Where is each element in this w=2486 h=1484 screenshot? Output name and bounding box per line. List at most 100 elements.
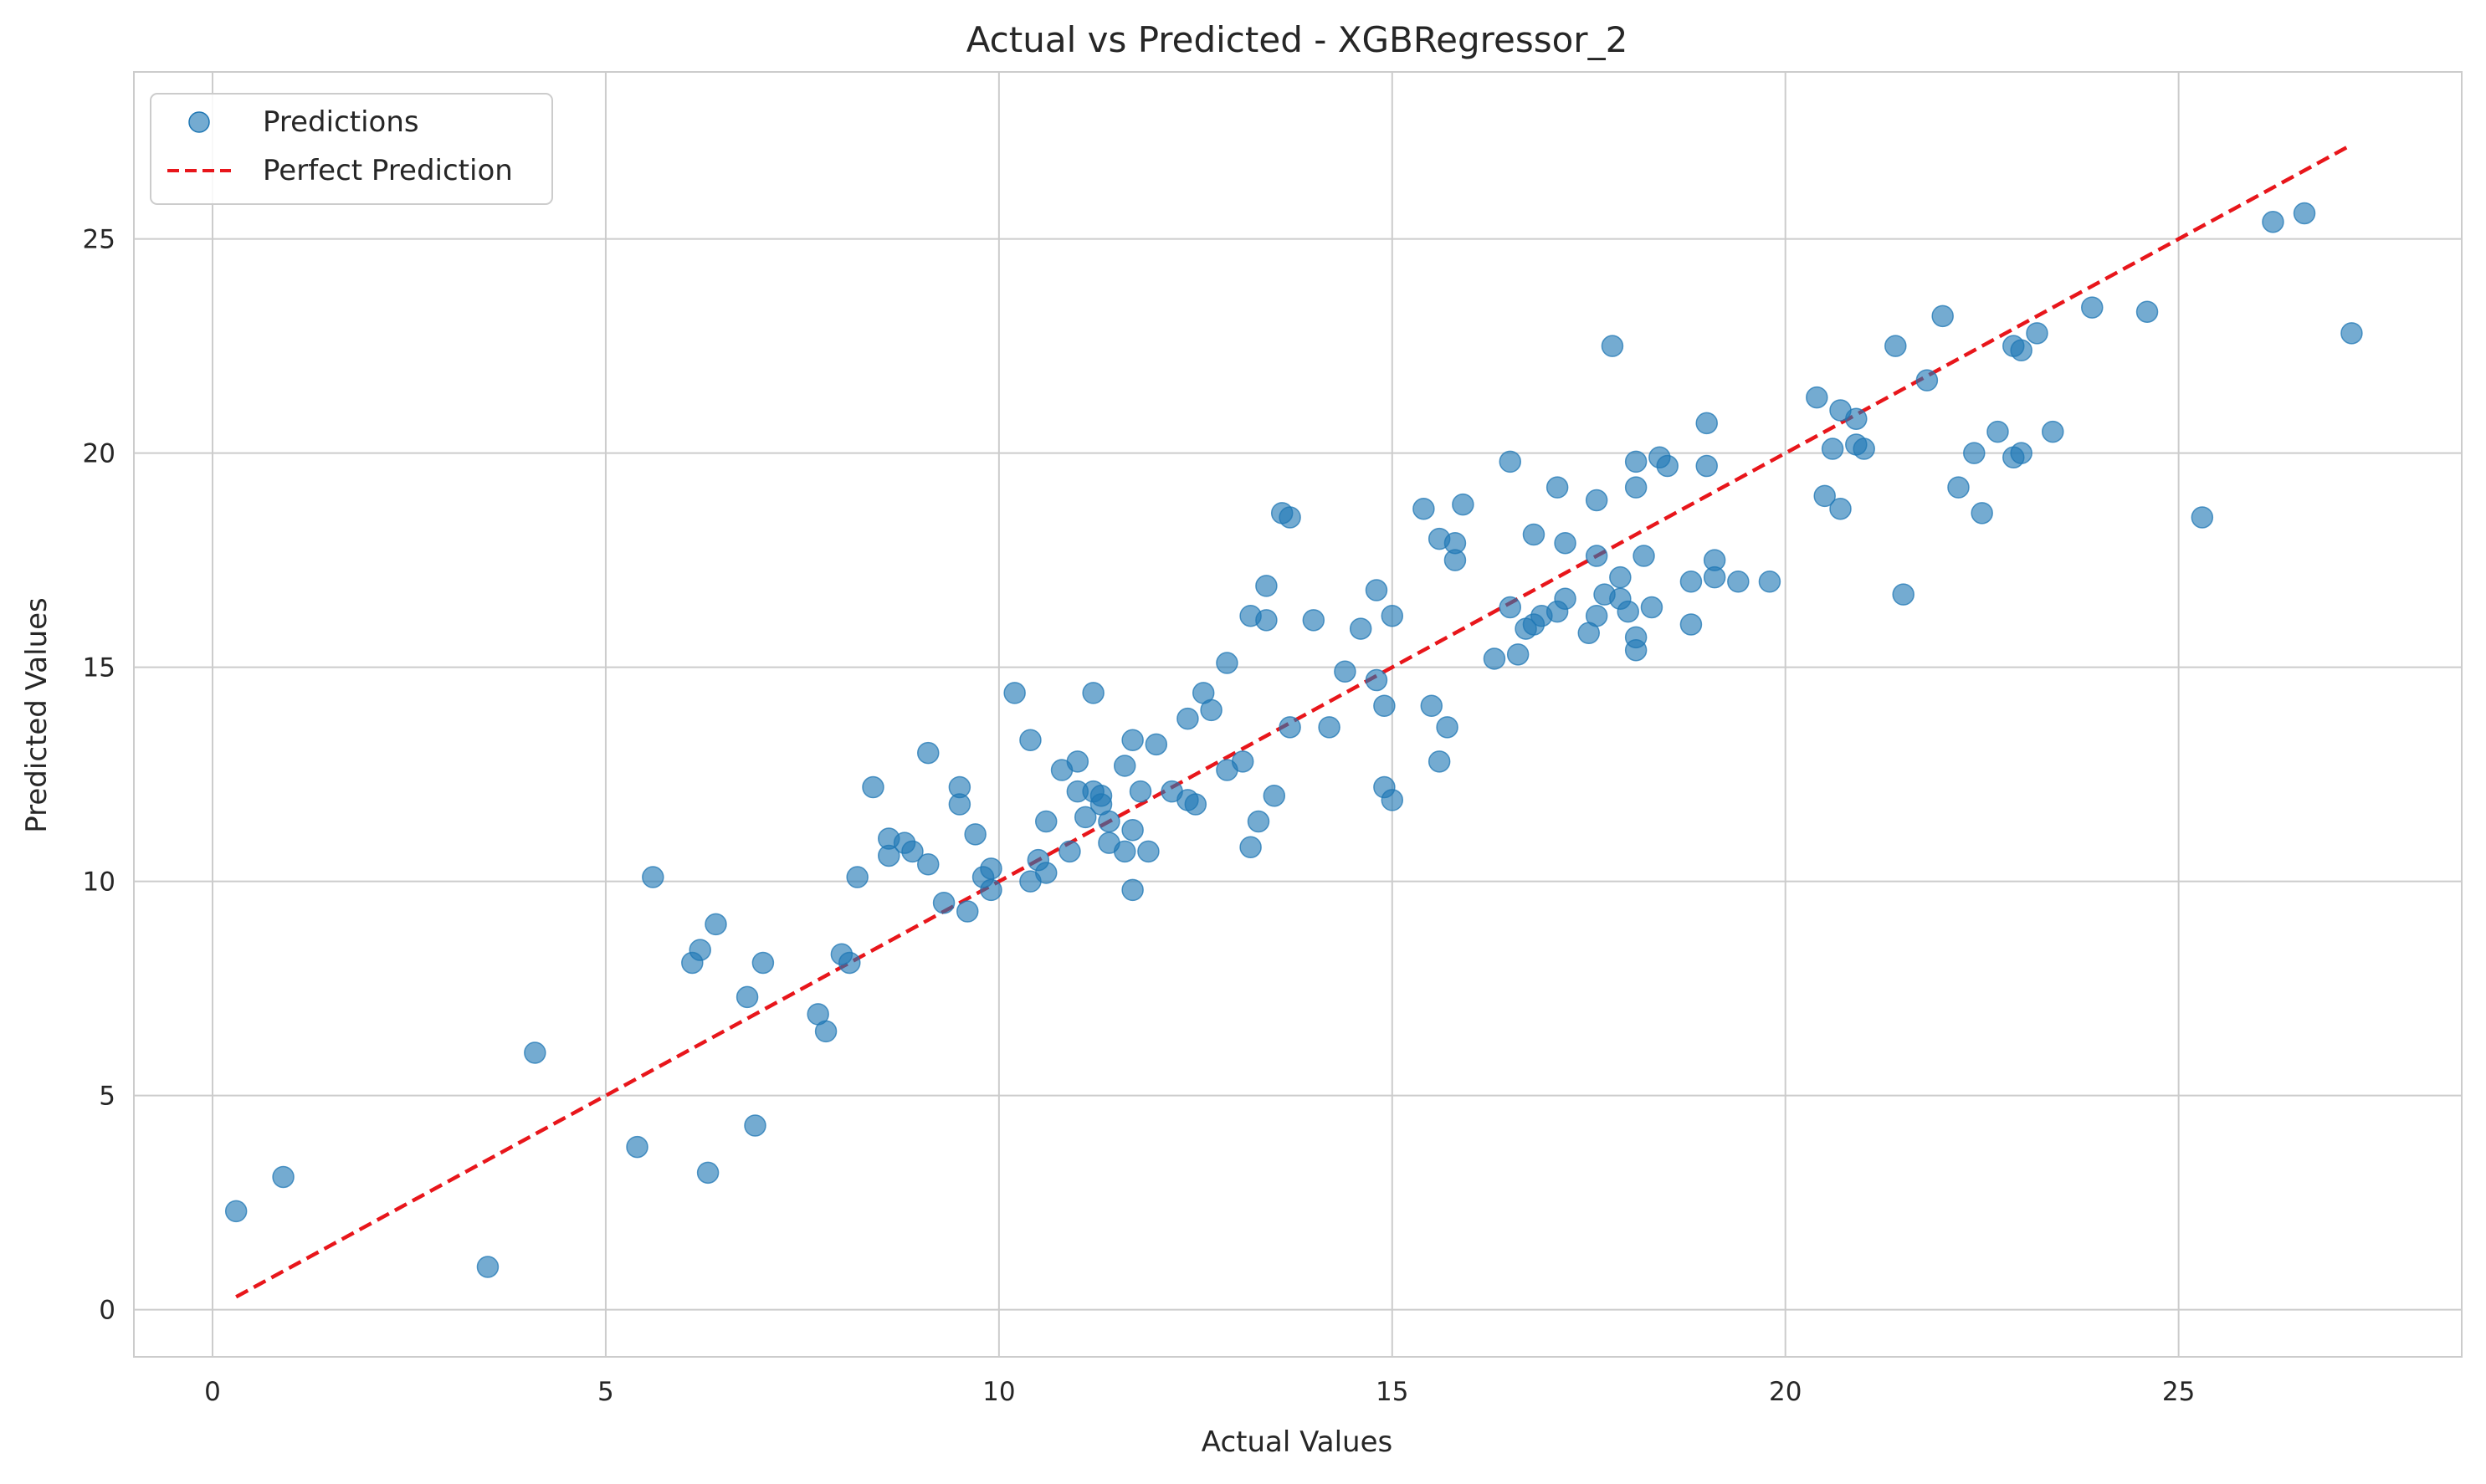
prediction-point <box>1113 840 1136 863</box>
prediction-point <box>838 951 861 975</box>
prediction-point <box>1279 716 1301 739</box>
legend-box <box>150 93 553 205</box>
prediction-point <box>1554 587 1576 611</box>
legend-label-predictions: Predictions <box>263 105 419 139</box>
prediction-point <box>1931 304 1954 328</box>
prediction-point <box>1216 652 1238 674</box>
prediction-point <box>1624 450 1648 473</box>
prediction-point <box>1113 755 1136 777</box>
prediction-point <box>1892 583 1914 606</box>
prediction-point <box>1420 694 1443 718</box>
prediction-point <box>1121 818 1144 842</box>
prediction-points <box>224 202 2363 1278</box>
y-tick-label: 25 <box>83 225 115 255</box>
prediction-point <box>917 741 940 765</box>
y-tick-label: 10 <box>83 867 115 898</box>
grid <box>134 72 2462 1357</box>
prediction-point <box>932 892 956 914</box>
prediction-point <box>1506 643 1530 666</box>
prediction-point <box>224 1200 248 1223</box>
prediction-point <box>1381 789 1404 811</box>
prediction-point <box>1695 454 1718 478</box>
prediction-point <box>1499 596 1522 619</box>
prediction-point <box>814 1020 838 1043</box>
prediction-point <box>1255 609 1278 632</box>
x-tick-label: 5 <box>597 1377 614 1407</box>
prediction-point <box>1089 785 1113 807</box>
prediction-point <box>917 852 940 876</box>
prediction-point <box>1436 716 1458 739</box>
prediction-point <box>1545 476 1569 499</box>
prediction-point <box>1019 729 1042 751</box>
prediction-point <box>696 1161 720 1185</box>
prediction-point <box>956 900 979 923</box>
prediction-point <box>1279 506 1301 529</box>
prediction-point <box>2293 202 2316 225</box>
prediction-point <box>1318 716 1340 739</box>
prediction-point <box>689 939 711 961</box>
prediction-point <box>1640 596 1663 619</box>
prediction-point <box>1829 497 1852 520</box>
prediction-point <box>1302 609 1325 632</box>
prediction-point <box>1679 571 1703 593</box>
prediction-point <box>1034 810 1058 833</box>
prediction-point <box>1074 806 1097 829</box>
y-tick-label: 20 <box>83 439 115 469</box>
prediction-point <box>1247 810 1270 833</box>
prediction-point <box>1971 502 1993 525</box>
prediction-point <box>1806 386 1828 409</box>
prediction-point <box>1853 438 1875 460</box>
prediction-point <box>1758 571 1781 593</box>
x-tick-label: 25 <box>2162 1377 2195 1407</box>
x-tick-label: 0 <box>204 1377 221 1407</box>
prediction-point <box>1947 476 1970 499</box>
x-tick-label: 15 <box>1376 1377 1408 1407</box>
prediction-point <box>2191 506 2214 529</box>
prediction-point <box>1884 335 1907 357</box>
x-tick-label: 20 <box>1769 1377 1802 1407</box>
prediction-point <box>1915 369 1939 391</box>
prediction-point <box>1633 545 1655 567</box>
prediction-point <box>1963 442 1986 464</box>
prediction-point <box>1609 565 1632 589</box>
prediction-point <box>1499 450 1522 473</box>
prediction-point <box>901 840 924 863</box>
prediction-point <box>1483 647 1506 670</box>
y-axis-label: Predicted Values <box>20 597 54 833</box>
prediction-point <box>1624 626 1648 649</box>
prediction-point <box>626 1135 648 1159</box>
prediction-point <box>476 1256 500 1278</box>
prediction-point <box>862 775 884 799</box>
prediction-point <box>751 951 775 975</box>
prediction-point <box>1082 682 1105 704</box>
y-tick-label: 15 <box>83 653 115 683</box>
prediction-point <box>878 844 900 867</box>
prediction-point <box>2340 322 2363 345</box>
prediction-point <box>1695 412 1718 435</box>
prediction-point <box>1452 493 1474 516</box>
prediction-point <box>948 775 971 799</box>
prediction-point <box>1585 489 1608 512</box>
prediction-point <box>736 985 759 1009</box>
prediction-point <box>1624 476 1648 499</box>
prediction-point <box>1428 750 1451 773</box>
prediction-point <box>1239 836 1262 858</box>
prediction-point <box>1585 545 1608 567</box>
y-tick-label: 0 <box>99 1296 115 1326</box>
prediction-point <box>1821 438 1844 460</box>
x-tick-label: 10 <box>982 1377 1015 1407</box>
prediction-point <box>1066 750 1089 773</box>
prediction-point <box>1679 613 1703 636</box>
prediction-point <box>1656 454 1679 478</box>
prediction-point <box>1365 579 1388 601</box>
prediction-point <box>2010 339 2032 362</box>
prediction-point <box>1334 660 1356 683</box>
prediction-point <box>1986 420 2009 443</box>
prediction-point <box>1585 604 1608 627</box>
x-axis-label: Actual Values <box>1202 1425 1392 1459</box>
prediction-point <box>1845 407 1868 430</box>
prediction-point <box>1058 840 1081 863</box>
plot-frame <box>133 71 2463 1358</box>
legend: Predictions Perfect Prediction <box>150 93 553 205</box>
